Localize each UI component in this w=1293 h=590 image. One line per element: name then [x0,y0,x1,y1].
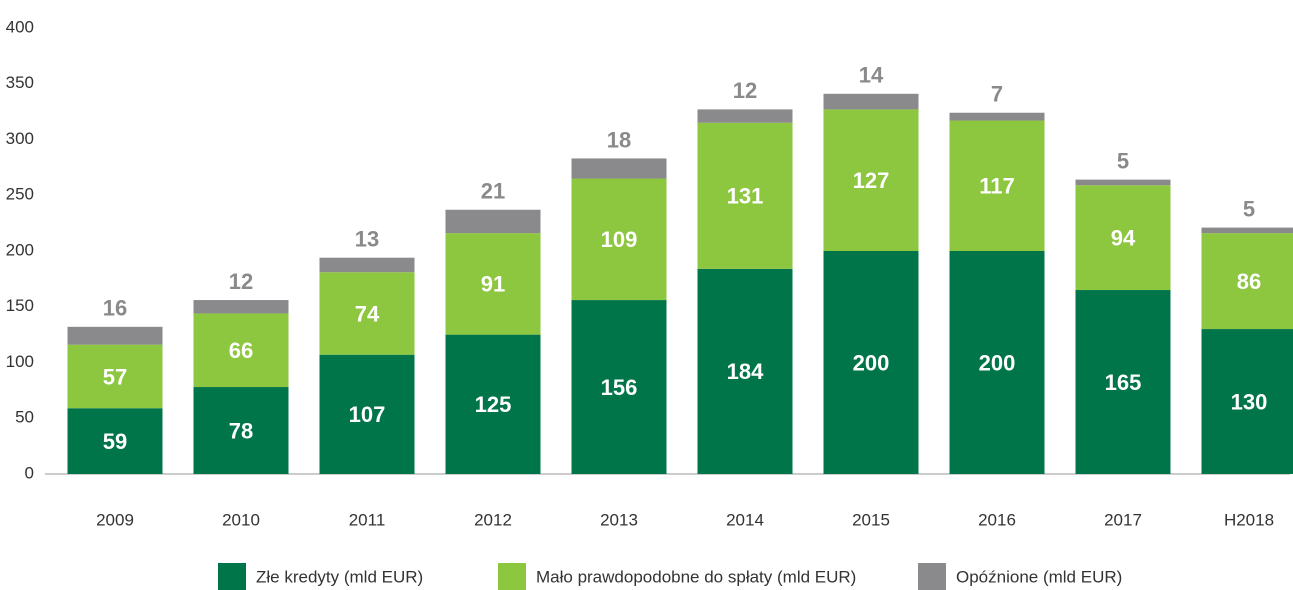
bar-segment [571,300,667,474]
x-tick-label: 2015 [852,510,890,529]
y-tick-label: 150 [6,296,34,315]
bar-segment [1075,290,1171,474]
bar-segment [1075,179,1171,186]
x-tick-label: 2014 [726,510,764,529]
y-tick-label: 400 [6,17,34,36]
bar-segment [697,268,793,474]
data-label: 21 [481,179,505,204]
data-label: 5 [1243,196,1255,221]
bar-segment [823,109,919,252]
x-tick-label: 2013 [600,510,638,529]
data-label: 165 [1105,370,1142,395]
bar-segment [1201,227,1293,234]
y-tick-label: 0 [25,463,34,482]
x-tick-label: 2011 [349,510,386,529]
data-label: 86 [1237,269,1261,294]
x-tick-label: 2016 [978,510,1016,529]
bar-segment [67,408,163,474]
bar-segment [571,178,667,301]
data-label: 18 [607,127,631,152]
data-label: 130 [1231,389,1268,414]
data-label: 16 [103,296,127,321]
bar-segment [319,354,415,474]
bar-segment [949,112,1045,121]
y-tick-label: 350 [6,73,34,92]
x-tick-label: H2018 [1224,510,1274,529]
data-label: 109 [601,227,638,252]
data-label: 13 [355,227,379,252]
bar-segment [445,334,541,474]
x-tick-label: 2009 [96,510,134,529]
bar-segment [697,122,793,269]
y-tick-label: 200 [6,240,34,259]
y-tick-label: 100 [6,352,34,371]
data-label: 107 [349,402,386,427]
data-label: 78 [229,418,253,443]
bar-segment [1201,233,1293,330]
data-label: 200 [853,350,890,375]
bar-segment [445,233,541,335]
data-label: 200 [979,350,1016,375]
bar-segment [193,300,289,314]
bar-segment [193,313,289,388]
bar-segment [1075,185,1171,291]
data-label: 125 [475,392,512,417]
data-label: 14 [859,63,884,88]
bar-segment [571,158,667,179]
data-label: 156 [601,375,638,400]
bar-segment [823,251,919,474]
bar-segment [319,257,415,273]
legend-swatch [218,563,246,590]
bar-segment [697,109,793,123]
bar-segment [193,387,289,474]
data-label: 94 [1111,225,1136,250]
bar-segment [949,251,1045,474]
data-label: 57 [103,364,127,389]
x-tick-label: 2017 [1104,510,1142,529]
data-label: 7 [991,82,1003,107]
legend-label: Złe kredyty (mld EUR) [256,567,423,586]
bar-segment [1201,329,1293,474]
y-tick-label: 50 [15,408,34,427]
data-label: 12 [733,78,757,103]
data-label: 5 [1117,148,1129,173]
data-label: 59 [103,429,127,454]
data-label: 127 [853,168,890,193]
bar-segment [67,326,163,345]
legend-label: Opóźnione (mld EUR) [956,567,1122,586]
data-label: 184 [727,359,764,384]
data-label: 117 [979,174,1015,199]
y-tick-label: 300 [6,129,34,148]
y-tick-label: 250 [6,185,34,204]
legend-label: Mało prawdopodobne do spłaty (mld EUR) [536,567,856,586]
data-label: 66 [229,338,253,363]
data-label: 12 [229,269,253,294]
bar-segment [823,93,919,110]
x-tick-label: 2012 [474,510,512,529]
x-tick-label: 2010 [222,510,260,529]
legend-swatch [918,563,946,590]
bar-segment [949,120,1045,251]
bar-segment [445,209,541,234]
bar-segment [67,344,163,409]
data-label: 131 [727,184,764,209]
data-label: 74 [355,301,380,326]
legend-swatch [498,563,526,590]
data-label: 91 [481,272,505,297]
bar-segment [319,272,415,355]
